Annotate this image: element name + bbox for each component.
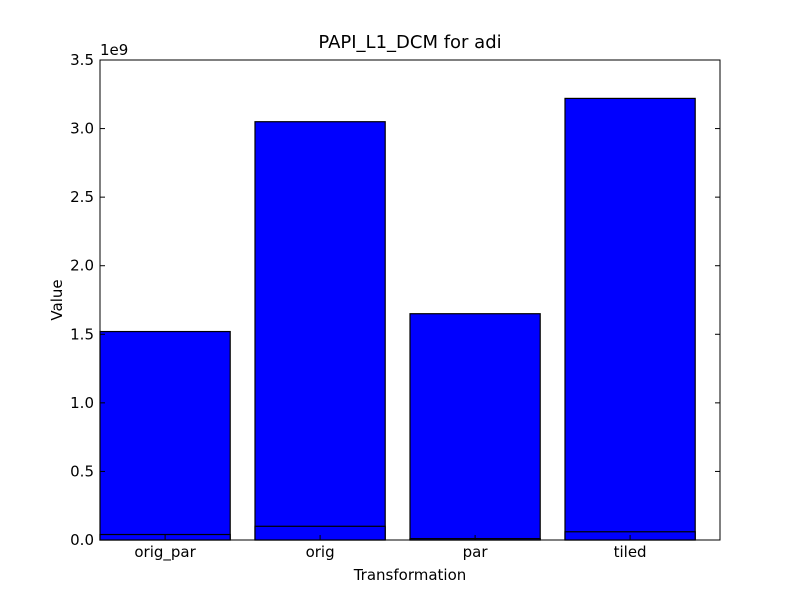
y-tick-label: 3.0	[70, 120, 94, 138]
y-axis-label: Value	[48, 279, 66, 320]
x-ticks-group: orig_par orig par tiled	[134, 535, 647, 562]
bars-group	[99, 97, 696, 541]
bar-tiled	[564, 97, 696, 541]
y-tick-label: 0.0	[70, 531, 94, 549]
y-axis-multiplier: 1e9	[100, 41, 128, 59]
bar-orig_par	[99, 330, 231, 541]
x-axis-label: Transformation	[353, 566, 467, 584]
x-tick-label: tiled	[614, 543, 647, 561]
y-tick-label: 3.5	[70, 51, 94, 69]
x-tick-label: par	[463, 543, 489, 561]
plot-frame	[99, 59, 721, 541]
chart-title: PAPI_L1_DCM for adi	[318, 32, 501, 53]
bar-par	[409, 313, 541, 541]
x-tick-label: orig	[306, 543, 335, 561]
y-tick-label: 2.0	[70, 257, 94, 275]
y-tick-label: 0.5	[70, 462, 94, 480]
x-tick-label: orig_par	[134, 543, 196, 562]
y-tick-label: 2.5	[70, 188, 94, 206]
y-tick-label: 1.0	[70, 394, 94, 412]
y-tick-label: 1.5	[70, 325, 94, 343]
y-ticks-group: 0.0 0.5 1.0 1.5 2.0 2.5 3.0 3.5	[70, 51, 720, 549]
bar-orig	[254, 121, 386, 541]
